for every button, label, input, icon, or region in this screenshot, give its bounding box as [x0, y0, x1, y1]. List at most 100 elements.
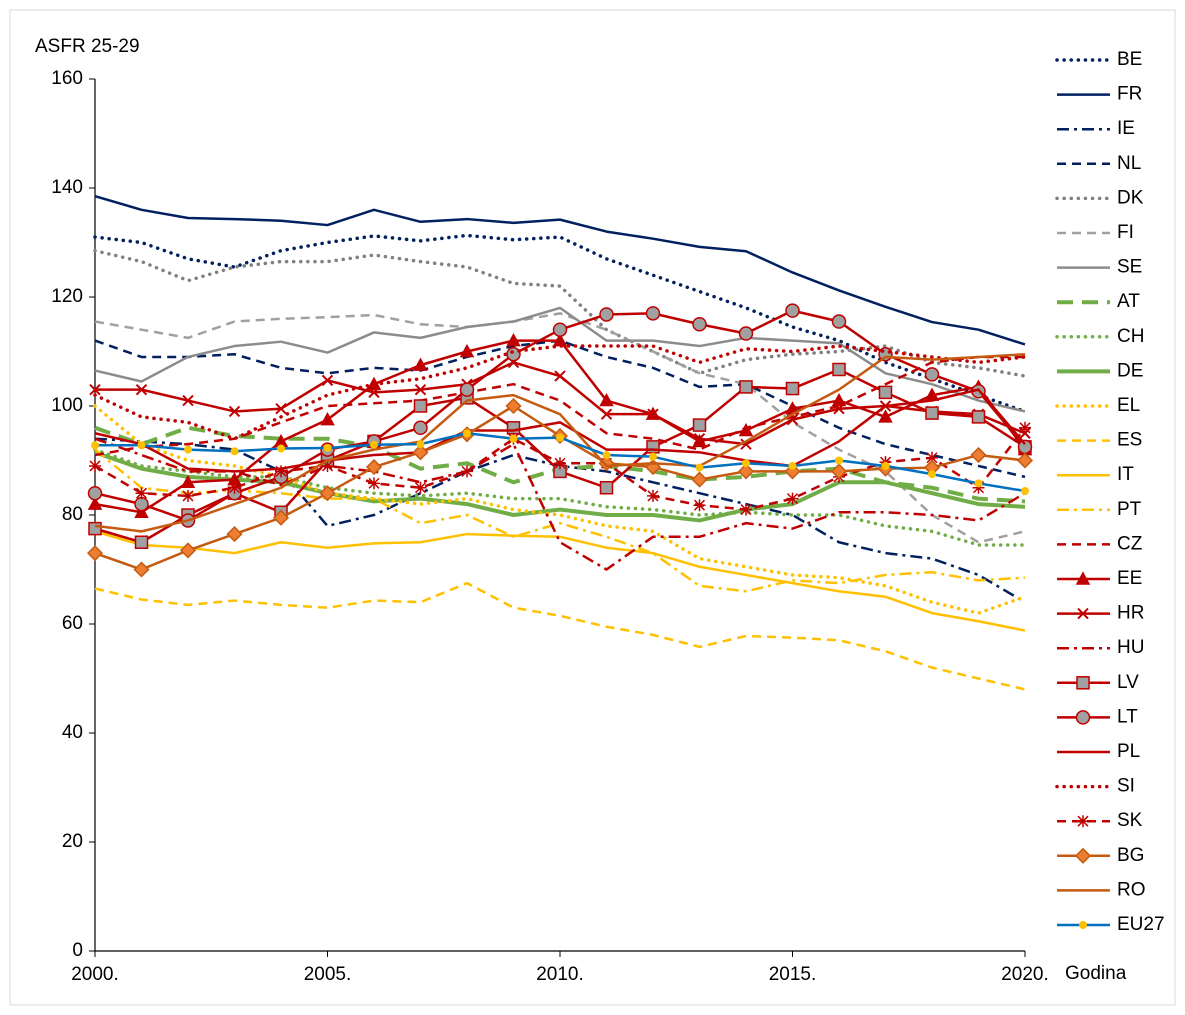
marker: [971, 410, 986, 424]
series-line: [94, 448, 1026, 593]
marker: [602, 451, 611, 460]
marker: [275, 403, 287, 415]
marker: [692, 418, 707, 432]
marker: [830, 463, 848, 480]
legend-label: EU27: [1117, 914, 1165, 935]
marker: [179, 542, 197, 559]
marker: [831, 392, 847, 407]
legend-label: DK: [1117, 187, 1144, 208]
marker: [786, 492, 799, 505]
marker: [135, 487, 148, 500]
marker: [413, 399, 428, 413]
marker: [600, 408, 613, 420]
marker: [1077, 815, 1089, 828]
marker: [788, 461, 797, 470]
marker: [881, 461, 890, 470]
marker: [86, 545, 104, 562]
series-line: [93, 344, 1027, 441]
marker: [1021, 487, 1029, 496]
marker: [134, 535, 149, 549]
marker: [321, 459, 334, 472]
marker: [323, 443, 332, 452]
legend-label: PL: [1117, 741, 1140, 762]
legend-label: CZ: [1117, 533, 1143, 554]
marker: [556, 433, 564, 442]
marker: [647, 489, 659, 502]
marker: [647, 408, 659, 420]
legend-label: ES: [1117, 430, 1142, 451]
marker: [784, 463, 801, 480]
marker: [180, 474, 196, 489]
marker: [134, 496, 149, 512]
marker: [926, 451, 938, 464]
marker: [835, 456, 843, 465]
marker: [182, 489, 194, 502]
marker: [693, 499, 706, 512]
marker: [1076, 676, 1090, 690]
marker: [414, 383, 427, 396]
marker: [1019, 421, 1031, 434]
series-line: [94, 312, 1026, 544]
marker: [228, 405, 241, 418]
marker: [970, 446, 987, 464]
marker: [319, 485, 336, 502]
legend-label: BE: [1117, 49, 1142, 70]
marker: [182, 394, 194, 407]
y-tick-label: 160: [51, 68, 83, 89]
marker: [695, 463, 704, 472]
marker: [277, 444, 285, 453]
legend-label: IT: [1117, 464, 1134, 485]
y-tick-label: 120: [51, 286, 83, 307]
legend-label: HU: [1117, 637, 1144, 658]
marker: [365, 458, 383, 476]
marker: [91, 441, 99, 450]
legend-label: FI: [1117, 222, 1134, 243]
marker: [554, 457, 566, 470]
series-line: [94, 437, 1026, 571]
marker: [413, 420, 428, 436]
marker: [89, 459, 101, 472]
marker: [321, 374, 334, 387]
marker: [459, 382, 475, 397]
marker: [599, 481, 614, 495]
legend-label: LV: [1117, 672, 1139, 693]
marker: [974, 479, 983, 488]
series-line: [94, 388, 1026, 473]
x-tick-label: 2000.: [71, 964, 119, 985]
legend-label: DE: [1117, 360, 1143, 381]
marker: [833, 403, 845, 415]
y-tick-label: 0: [72, 940, 83, 961]
marker: [972, 481, 985, 494]
marker: [416, 440, 425, 449]
marker: [135, 383, 148, 396]
y-axis-label: ASFR 25-29: [35, 36, 140, 57]
marker: [740, 503, 752, 516]
marker: [1079, 921, 1087, 929]
legend-label: PT: [1117, 499, 1142, 520]
marker: [506, 421, 521, 435]
marker: [506, 333, 521, 347]
marker: [832, 362, 846, 377]
marker: [878, 409, 893, 423]
marker: [133, 561, 150, 578]
series-line: [94, 450, 1026, 523]
y-tick-label: 20: [62, 831, 83, 852]
legend-label: EL: [1117, 395, 1140, 416]
marker: [272, 509, 290, 526]
marker: [785, 381, 800, 396]
marker: [1074, 847, 1092, 864]
marker: [552, 322, 568, 337]
y-tick-label: 80: [62, 504, 83, 525]
legend-label: CH: [1117, 326, 1144, 347]
chart-frame: [9, 9, 1176, 1006]
marker: [275, 465, 287, 478]
y-tick-label: 140: [51, 177, 83, 198]
marker: [459, 343, 475, 358]
x-tick-label: 2005.: [304, 964, 352, 985]
series-line: [93, 248, 1027, 378]
marker: [928, 470, 936, 479]
marker: [228, 481, 241, 494]
series-line: [94, 306, 1026, 413]
marker: [88, 521, 102, 536]
marker: [599, 307, 614, 322]
